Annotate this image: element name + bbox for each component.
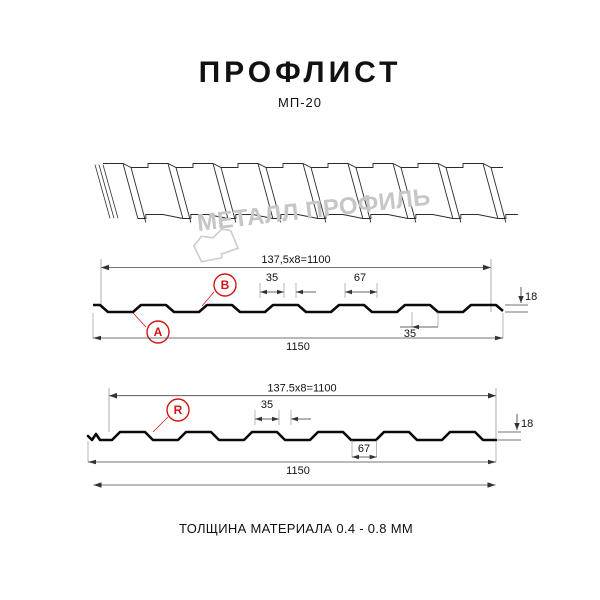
svg-text:R: R <box>174 403 183 417</box>
svg-text:137.5х8=1100: 137.5х8=1100 <box>267 383 336 395</box>
svg-text:B: B <box>221 278 230 292</box>
svg-text:35: 35 <box>266 272 278 284</box>
svg-text:A: A <box>154 325 163 339</box>
svg-text:18: 18 <box>525 291 537 303</box>
svg-text:1150: 1150 <box>286 341 310 353</box>
svg-text:67: 67 <box>354 272 366 284</box>
svg-text:МЕТАЛЛ ПРОФИЛЬ: МЕТАЛЛ ПРОФИЛЬ <box>196 184 432 237</box>
svg-text:35: 35 <box>261 399 273 411</box>
svg-text:67: 67 <box>358 443 370 455</box>
svg-text:1150: 1150 <box>286 465 310 477</box>
svg-text:137,5х8=1100: 137,5х8=1100 <box>261 254 330 266</box>
svg-text:18: 18 <box>521 418 533 430</box>
svg-text:ТОЛЩИНА МАТЕРИАЛА 0.4 - 0.8 ММ: ТОЛЩИНА МАТЕРИАЛА 0.4 - 0.8 ММ <box>179 521 413 536</box>
